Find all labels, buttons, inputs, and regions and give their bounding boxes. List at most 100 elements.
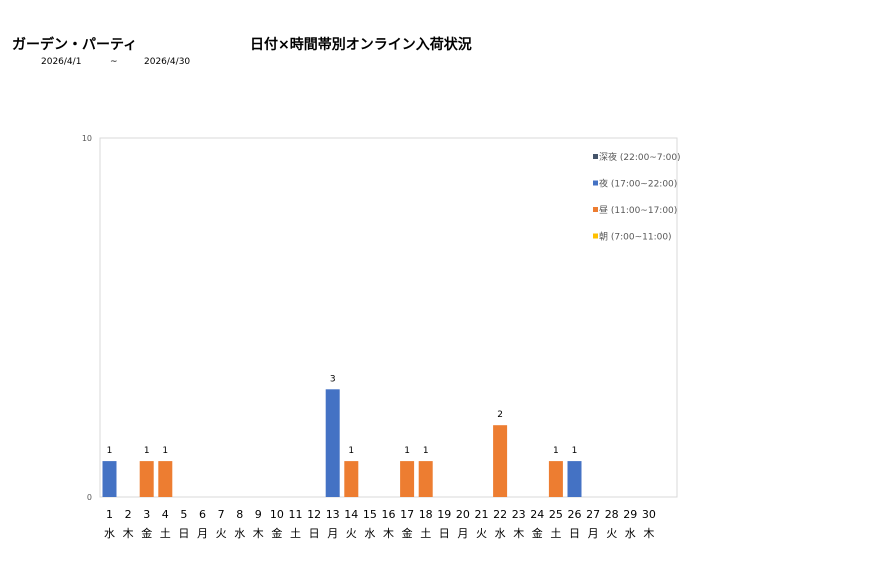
x-tick-day-30: 30 xyxy=(642,508,656,521)
x-tick-weekday-10: 金 xyxy=(271,526,282,540)
x-tick-weekday-2: 木 xyxy=(123,527,134,540)
data-label-day-18: 1 xyxy=(423,446,429,456)
bar-day-17-series-2 xyxy=(400,461,415,497)
bar-day-1-series-1 xyxy=(102,461,117,497)
x-tick-weekday-8: 水 xyxy=(234,527,245,540)
x-tick-day-6: 6 xyxy=(199,508,206,521)
bar-day-3-series-2 xyxy=(139,461,154,497)
x-tick-day-25: 25 xyxy=(549,508,563,521)
x-tick-weekday-22: 水 xyxy=(495,527,506,540)
data-label-day-26: 1 xyxy=(572,446,578,456)
x-tick-weekday-24: 金 xyxy=(532,526,543,540)
bar-day-26-series-1 xyxy=(567,461,582,497)
x-tick-day-23: 23 xyxy=(512,508,526,521)
data-label-day-22: 2 xyxy=(497,410,503,420)
x-tick-day-13: 13 xyxy=(326,508,340,521)
x-tick-weekday-25: 土 xyxy=(550,527,561,540)
bar-day-4-series-2 xyxy=(158,461,173,497)
x-tick-weekday-15: 水 xyxy=(364,527,375,540)
data-labels-group: 1 1 1 3 1 1 1 2 1 1 xyxy=(107,374,578,456)
report-title: 日付×時間帯別オンライン入荷状況 xyxy=(250,37,472,53)
legend-swatch-2 xyxy=(593,207,598,212)
legend-label-3: 朝 (7:00~11:00) xyxy=(599,232,672,243)
legend-label-2: 昼 (11:00~17:00) xyxy=(599,205,677,216)
x-tick-weekday-11: 土 xyxy=(290,527,301,540)
x-tick-weekday-13: 月 xyxy=(327,527,338,540)
x-tick-weekday-21: 火 xyxy=(476,527,487,540)
x-tick-weekday-5: 日 xyxy=(178,527,189,540)
x-tick-day-27: 27 xyxy=(586,508,600,521)
x-tick-weekday-1: 水 xyxy=(104,527,115,540)
y-tick-0: 0 xyxy=(87,493,92,502)
x-tick-day-9: 9 xyxy=(255,508,262,521)
x-tick-day-15: 15 xyxy=(363,508,377,521)
x-tick-weekday-23: 木 xyxy=(513,527,524,540)
x-tick-weekday-28: 火 xyxy=(606,527,617,540)
x-tick-day-12: 12 xyxy=(307,508,321,521)
x-tick-day-2: 2 xyxy=(125,508,132,521)
date-to: 2026/4/30 xyxy=(144,57,191,67)
x-tick-day-10: 10 xyxy=(270,508,284,521)
date-separator: ~ xyxy=(110,57,118,67)
date-from: 2026/4/1 xyxy=(41,57,82,67)
x-tick-weekday-16: 木 xyxy=(383,527,394,540)
x-tick-weekday-19: 日 xyxy=(439,527,450,540)
x-tick-weekday-18: 土 xyxy=(420,527,431,540)
x-tick-weekday-20: 月 xyxy=(457,527,468,540)
store-name: ガーデン・パーティ xyxy=(12,37,138,53)
x-tick-day-4: 4 xyxy=(162,508,169,521)
plot-area xyxy=(99,137,678,498)
bars-group xyxy=(102,389,582,497)
x-tick-day-11: 11 xyxy=(289,508,303,521)
bar-day-14-series-2 xyxy=(344,461,359,497)
x-axis: 1水2木3金4土5日6月7火8水9木10金11土12日13月14火15水16木1… xyxy=(104,508,656,540)
x-tick-day-24: 24 xyxy=(530,508,544,521)
bar-day-13-series-1 xyxy=(325,389,340,497)
legend: 深夜 (22:00~7:00) 夜 (17:00~22:00) 昼 (11:00~1… xyxy=(593,151,681,243)
x-tick-day-18: 18 xyxy=(419,508,433,521)
x-tick-weekday-7: 火 xyxy=(216,527,227,540)
data-label-day-1: 1 xyxy=(107,446,113,456)
x-tick-day-3: 3 xyxy=(143,508,150,521)
x-tick-day-28: 28 xyxy=(605,508,619,521)
legend-swatch-0 xyxy=(593,154,598,159)
x-tick-day-17: 17 xyxy=(400,508,414,521)
x-tick-weekday-26: 日 xyxy=(569,527,580,540)
x-tick-day-20: 20 xyxy=(456,508,470,521)
x-tick-day-22: 22 xyxy=(493,508,507,521)
x-tick-day-21: 21 xyxy=(475,508,489,521)
legend-label-1: 夜 (17:00~22:00) xyxy=(599,178,677,190)
data-label-day-25: 1 xyxy=(553,446,559,456)
x-tick-weekday-29: 水 xyxy=(625,527,636,540)
data-label-day-17: 1 xyxy=(404,446,410,456)
x-tick-day-19: 19 xyxy=(437,508,451,521)
data-label-day-13: 3 xyxy=(330,374,336,384)
x-tick-day-16: 16 xyxy=(382,508,396,521)
data-label-day-3: 1 xyxy=(144,446,150,456)
x-tick-day-29: 29 xyxy=(623,508,637,521)
x-tick-day-7: 7 xyxy=(218,508,225,521)
x-tick-weekday-14: 火 xyxy=(346,527,357,540)
x-tick-weekday-27: 月 xyxy=(588,527,599,540)
data-label-day-14: 1 xyxy=(348,446,354,456)
legend-label-0: 深夜 (22:00~7:00) xyxy=(599,151,681,163)
legend-swatch-3 xyxy=(593,233,598,239)
y-axis: 0 10 xyxy=(82,134,92,502)
x-tick-weekday-17: 金 xyxy=(402,526,413,540)
bar-day-22-series-2 xyxy=(493,425,508,497)
x-tick-day-8: 8 xyxy=(236,508,243,521)
y-tick-10: 10 xyxy=(82,134,92,143)
x-tick-weekday-30: 木 xyxy=(643,527,654,540)
x-tick-day-14: 14 xyxy=(344,508,358,521)
data-label-day-4: 1 xyxy=(162,446,168,456)
x-tick-day-5: 5 xyxy=(180,508,187,521)
x-tick-weekday-6: 月 xyxy=(197,527,208,540)
x-tick-weekday-4: 土 xyxy=(160,527,171,540)
x-tick-weekday-12: 日 xyxy=(309,527,320,540)
legend-swatch-1 xyxy=(593,180,598,186)
x-tick-weekday-3: 金 xyxy=(141,526,152,540)
bar-day-25-series-2 xyxy=(548,461,563,497)
x-tick-day-1: 1 xyxy=(106,508,113,521)
